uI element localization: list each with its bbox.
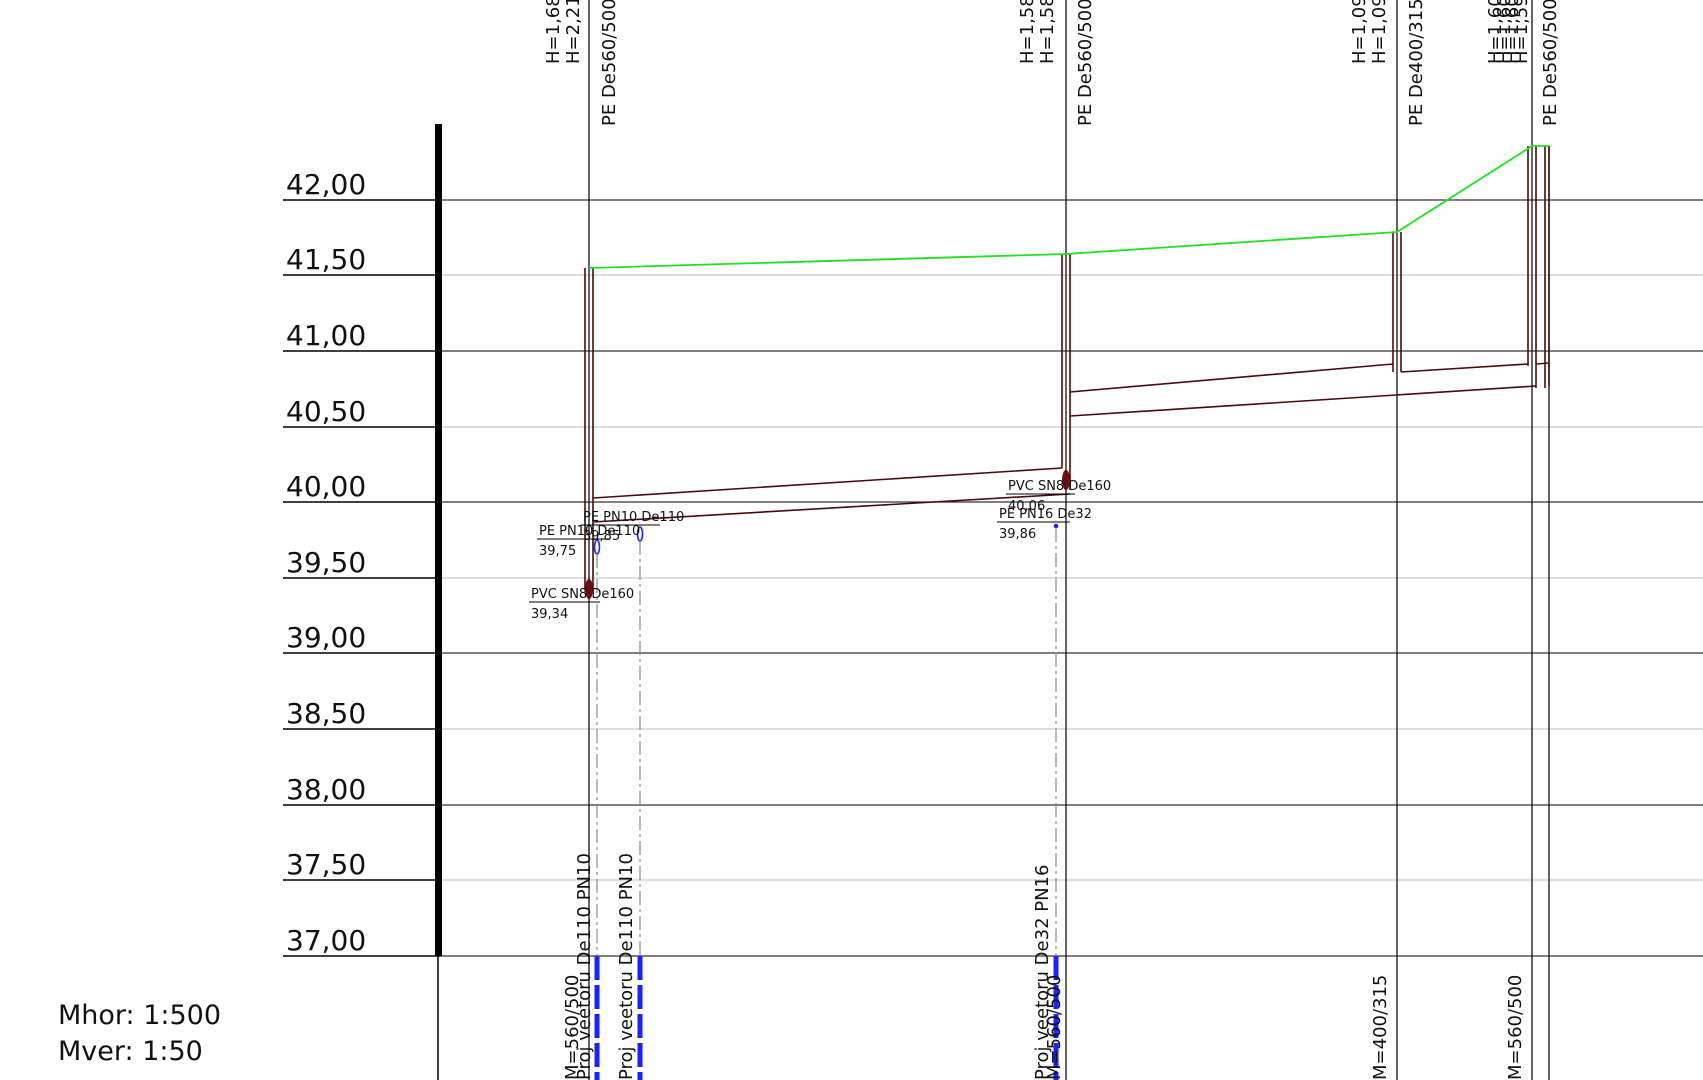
manhole-size-label: M=400/315 — [1370, 975, 1391, 1080]
elevation-axis: 42,00 41,50 41,00 40,50 40,00 39,50 39,0… — [283, 124, 442, 1080]
depth-label: H=1,58 — [1037, 0, 1058, 64]
crossing-level: 39,75 — [539, 544, 576, 559]
pipe-label: PE De400/315 — [1406, 0, 1427, 126]
grid-minor — [440, 274, 1703, 881]
crossing-label: PE PN10 De110 — [539, 524, 640, 539]
elevation-label: 38,50 — [286, 697, 366, 730]
crossing-level: 39,86 — [999, 527, 1036, 542]
projection-lines — [596, 528, 1057, 956]
elevation-label: 39,00 — [286, 621, 366, 654]
manhole-size-label: M=560/500 — [562, 975, 583, 1080]
elevation-label: 42,00 — [286, 168, 366, 201]
top-station-labels: H=1,68 H=2,21 PE De560/500 H=1,58 H=1,58… — [543, 0, 1561, 126]
water-pipe-label: Proj veetoru De110 PN10 — [574, 853, 595, 1080]
depth-label: H=1,59 — [1511, 0, 1532, 64]
horizontal-scale: Mhor: 1:500 — [58, 1000, 221, 1031]
elevation-label: 37,50 — [286, 848, 366, 881]
pipe-label: PE De560/500 — [1540, 0, 1561, 126]
station-lines — [588, 0, 1550, 1080]
crossing-level: 40,06 — [1008, 499, 1045, 514]
ground-line — [588, 145, 1549, 269]
pipe-label: PE De560/500 — [1075, 0, 1096, 126]
elevation-label: 38,00 — [286, 773, 366, 806]
bottom-labels: Proj veetoru De110 PN10 Proj veetoru De1… — [562, 853, 1526, 1080]
water-pipe-bars — [594, 956, 1059, 1080]
elevation-label: 37,00 — [286, 924, 366, 957]
crossing-label: PE PN10 De110 — [583, 510, 684, 525]
elevation-label: 39,50 — [286, 546, 366, 579]
crossing-label: PVC SN8 De160 — [531, 587, 634, 602]
manhole-size-label: M=560/500 — [1505, 975, 1526, 1080]
elevation-label: 41,50 — [286, 243, 366, 276]
depth-label: H=1,58 — [1017, 0, 1038, 64]
water-pipe-label: Proj veetoru De32 PN16 — [1032, 865, 1053, 1080]
crossing-level: 39,85 — [583, 529, 620, 544]
depth-label: H=2,21 — [563, 0, 584, 64]
crossing-level: 39,34 — [531, 607, 568, 622]
depth-label: H=1,09 — [1369, 0, 1390, 64]
water-pipe-label: Proj veetoru De110 PN10 — [616, 853, 637, 1080]
sewer-pipe — [592, 362, 1550, 523]
grid-major — [440, 199, 1703, 957]
depth-label: H=1,60 — [1485, 0, 1506, 64]
pipe-label: PE De560/500 — [599, 0, 620, 126]
elevation-label: 40,50 — [286, 395, 366, 428]
depth-label: H=1,60 — [1494, 0, 1515, 64]
elevation-label: 41,00 — [286, 319, 366, 352]
water-pipe-markers — [593, 523, 1059, 555]
pvc-crossing-markers — [585, 470, 1070, 599]
depth-label: H=1,68 — [543, 0, 564, 64]
manhole-size-label: M=560/500 — [1044, 975, 1065, 1080]
vertical-scale: Mver: 1:50 — [58, 1036, 203, 1067]
crossing-label: PE PN16 De32 — [999, 507, 1092, 522]
elevation-label: 40,00 — [286, 470, 366, 503]
depth-label: H=1,60 — [1502, 0, 1523, 64]
manholes — [584, 146, 1550, 590]
crossing-annotations: PE PN10 De110 39,75 PE PN10 De110 39,85 … — [529, 479, 1111, 622]
crossing-label: PVC SN8 De160 — [1008, 479, 1111, 494]
depth-label: H=1,09 — [1349, 0, 1370, 64]
